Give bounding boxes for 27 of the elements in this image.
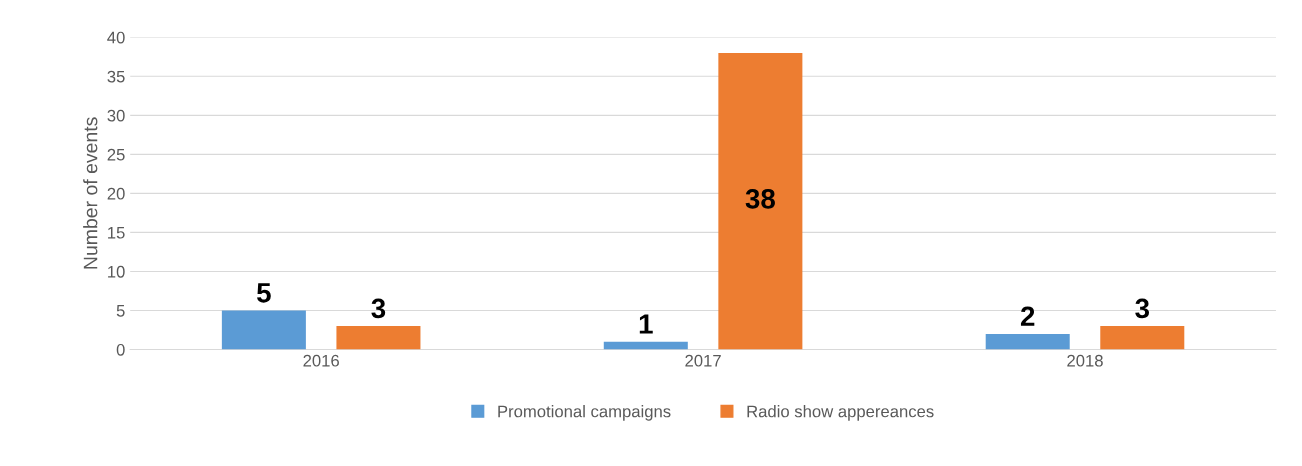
data-label: 3 [1135,298,1150,319]
y-tick-label: 20 [107,187,125,200]
y-tick-label: 40 [107,31,125,44]
y-tick-label: 25 [107,148,125,161]
bar [1100,326,1185,350]
bar [985,333,1070,350]
data-label: 1 [639,314,653,334]
x-tick-label: 2018 [1067,354,1103,367]
y-tick-label: 15 [108,226,125,239]
y-tick-label: 30 [107,109,125,122]
bar [221,310,306,350]
y-tick-label: 35 [107,70,125,83]
y-tick-label: 5 [116,305,125,317]
y-tick-label: 0 [116,343,125,356]
data-label: 3 [371,298,386,319]
bar [336,326,421,350]
legend-label: Radio show appereances [747,405,934,421]
x-tick-label: 2016 [303,354,339,367]
bar [603,341,688,350]
x-tick-label: 2017 [685,354,721,367]
data-label: 2 [1020,306,1035,326]
data-label: 38 [745,188,775,209]
bar [718,52,803,350]
y-axis-title: Number of events [83,117,98,269]
y-tick-label: 10 [108,265,125,278]
data-label: 5 [257,283,271,303]
legend-label: Promotional campaigns [498,405,671,421]
